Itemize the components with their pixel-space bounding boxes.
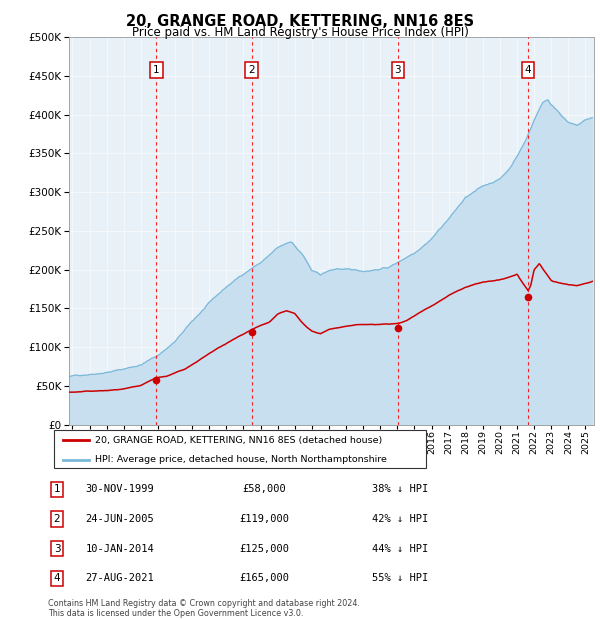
Text: 44% ↓ HPI: 44% ↓ HPI xyxy=(372,544,428,554)
Text: 1: 1 xyxy=(53,484,61,494)
Text: £58,000: £58,000 xyxy=(242,484,286,494)
Text: HPI: Average price, detached house, North Northamptonshire: HPI: Average price, detached house, Nort… xyxy=(95,455,387,464)
Text: 2: 2 xyxy=(53,514,61,524)
Text: 4: 4 xyxy=(53,574,61,583)
Text: 10-JAN-2014: 10-JAN-2014 xyxy=(86,544,154,554)
Text: 38% ↓ HPI: 38% ↓ HPI xyxy=(372,484,428,494)
FancyBboxPatch shape xyxy=(54,430,426,468)
Text: 30-NOV-1999: 30-NOV-1999 xyxy=(86,484,154,494)
Text: 1: 1 xyxy=(153,64,160,75)
Text: £119,000: £119,000 xyxy=(239,514,289,524)
Text: 24-JUN-2005: 24-JUN-2005 xyxy=(86,514,154,524)
Text: 2: 2 xyxy=(248,64,255,75)
Text: £165,000: £165,000 xyxy=(239,574,289,583)
Text: Price paid vs. HM Land Registry's House Price Index (HPI): Price paid vs. HM Land Registry's House … xyxy=(131,26,469,39)
Text: 42% ↓ HPI: 42% ↓ HPI xyxy=(372,514,428,524)
Text: 55% ↓ HPI: 55% ↓ HPI xyxy=(372,574,428,583)
Text: 20, GRANGE ROAD, KETTERING, NN16 8ES (detached house): 20, GRANGE ROAD, KETTERING, NN16 8ES (de… xyxy=(95,436,382,445)
Text: 3: 3 xyxy=(53,544,61,554)
Text: 27-AUG-2021: 27-AUG-2021 xyxy=(86,574,154,583)
Text: 4: 4 xyxy=(525,64,532,75)
Text: £125,000: £125,000 xyxy=(239,544,289,554)
Text: 20, GRANGE ROAD, KETTERING, NN16 8ES: 20, GRANGE ROAD, KETTERING, NN16 8ES xyxy=(126,14,474,29)
Text: Contains HM Land Registry data © Crown copyright and database right 2024.
This d: Contains HM Land Registry data © Crown c… xyxy=(48,599,360,618)
Text: 3: 3 xyxy=(395,64,401,75)
